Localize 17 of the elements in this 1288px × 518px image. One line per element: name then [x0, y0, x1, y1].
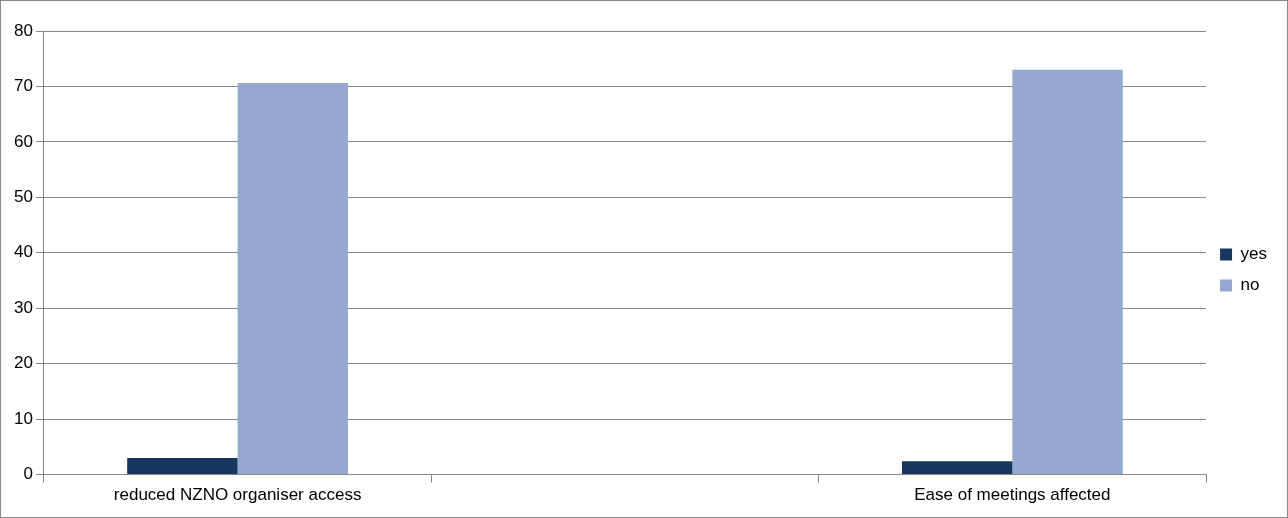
y-tick-label: 20	[13, 353, 33, 373]
y-tick-label: 30	[13, 297, 33, 317]
y-tick-label: 10	[13, 408, 33, 428]
y-tick-label: 40	[13, 242, 33, 262]
y-tick-label: 80	[13, 20, 33, 40]
legend-label: no	[1240, 275, 1260, 295]
x-tick-label: Ease of meetings affected	[914, 485, 1111, 505]
y-tick-label: 60	[13, 131, 33, 151]
y-tick-label: 50	[13, 187, 33, 207]
y-tick-label: 0	[23, 464, 33, 484]
bar	[901, 461, 1013, 475]
legend-label: yes	[1240, 244, 1268, 264]
x-tick-label: reduced NZNO organiser access	[113, 485, 362, 505]
bar	[1012, 69, 1123, 475]
bar	[127, 457, 238, 475]
bar	[237, 83, 348, 475]
y-tick-label: 70	[13, 76, 33, 96]
